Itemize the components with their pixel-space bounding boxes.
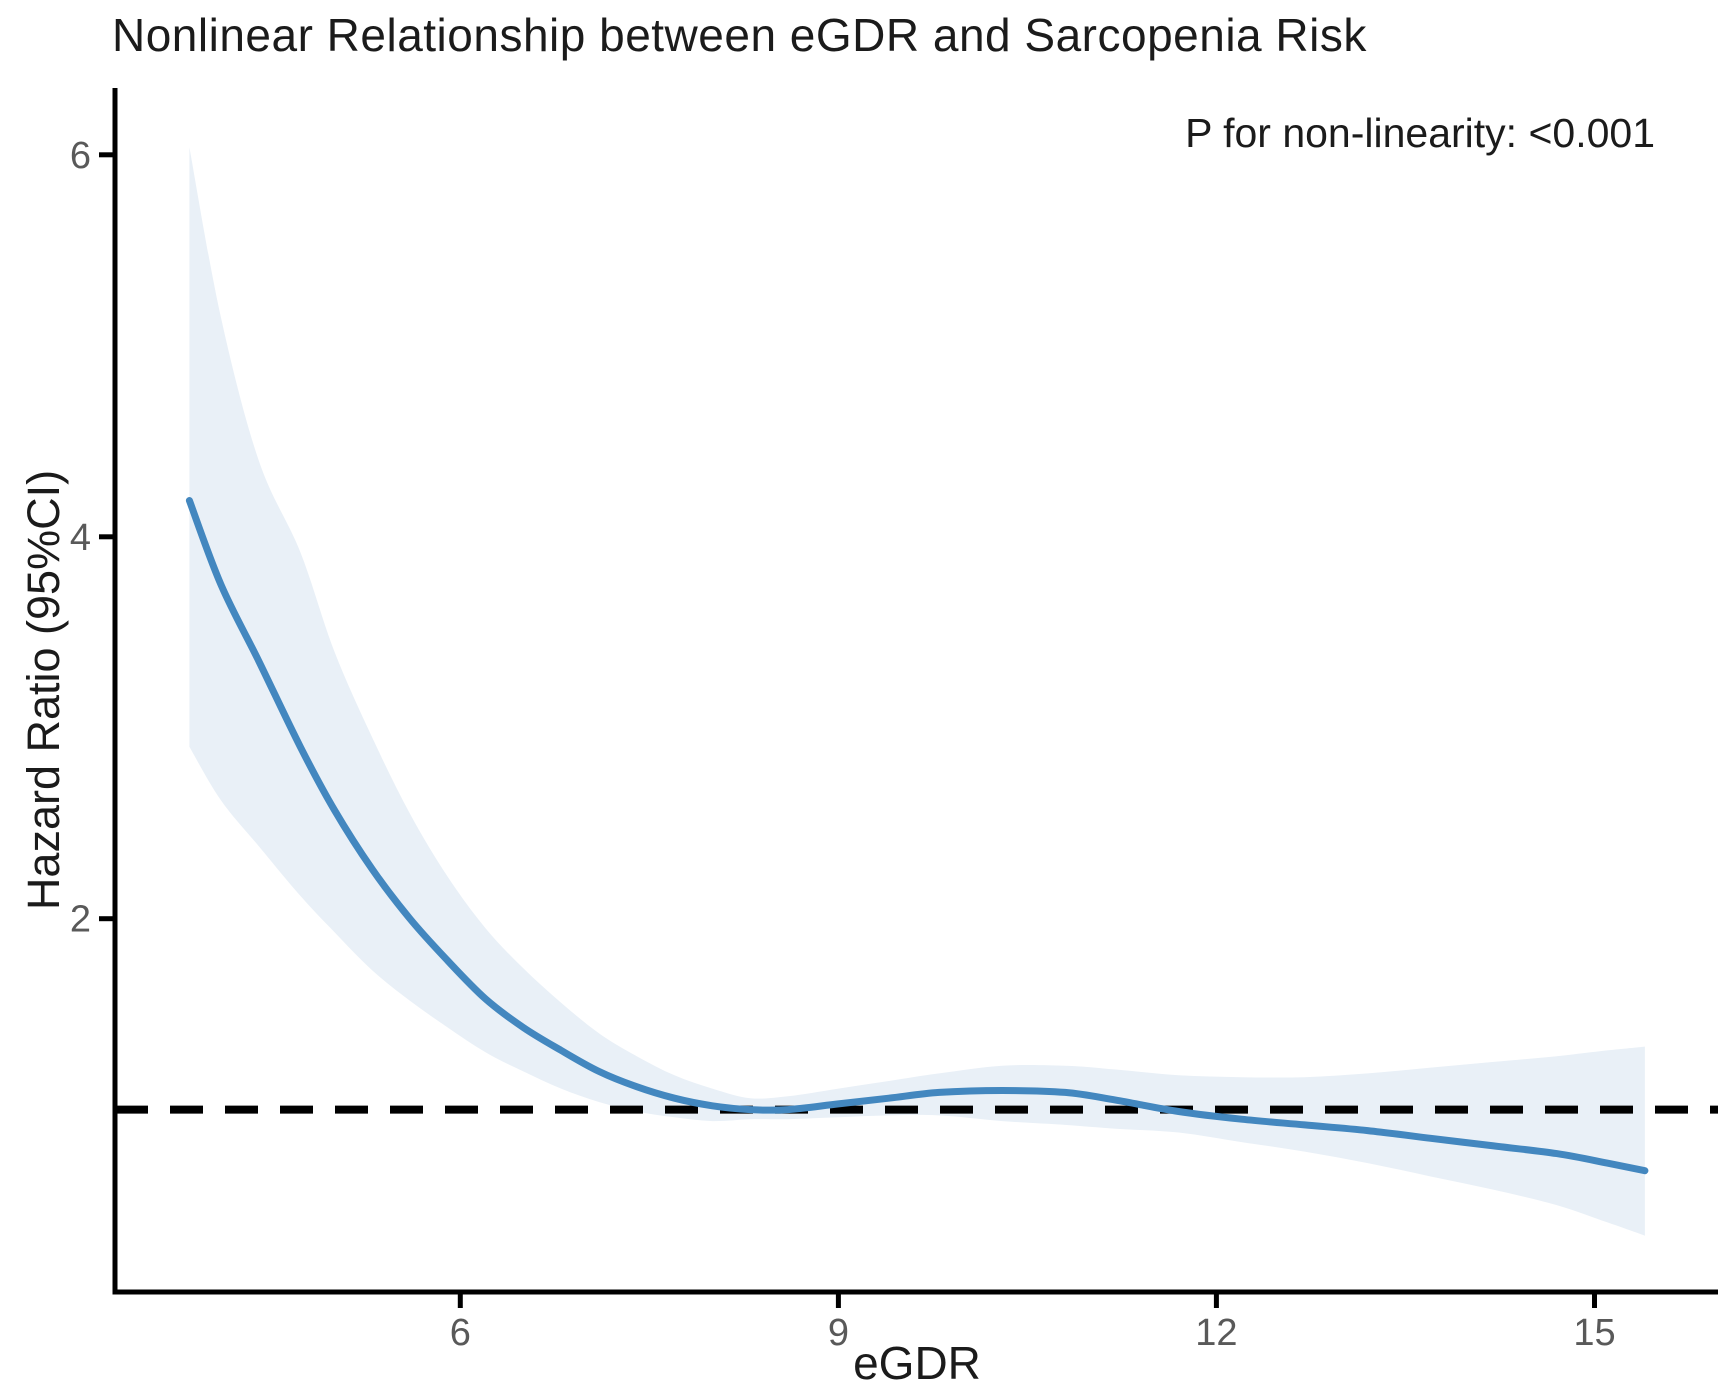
- hazard-ratio-spline: [185, 497, 1649, 1175]
- x-tick-label: 6: [450, 1312, 471, 1354]
- y-tick-label: 2: [70, 899, 91, 941]
- y-tick-label: 6: [70, 135, 91, 177]
- x-tick-label: 15: [1573, 1312, 1615, 1354]
- chart-title: Nonlinear Relationship between eGDR and …: [112, 9, 1367, 61]
- confidence-band: [189, 147, 1645, 1236]
- y-tick-label: 4: [70, 517, 91, 559]
- p-nonlinearity-annotation: P for non-linearity: <0.001: [1185, 110, 1655, 156]
- x-tick-label: 12: [1195, 1312, 1237, 1354]
- x-tick-label: 9: [828, 1312, 849, 1354]
- x-axis-label: eGDR: [853, 1337, 981, 1389]
